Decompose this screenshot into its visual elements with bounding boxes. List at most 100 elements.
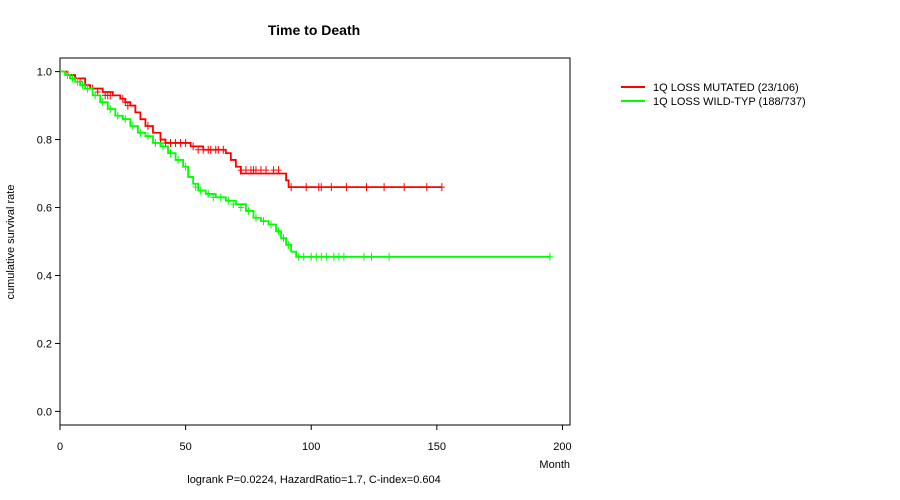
censor-mark [122,98,129,107]
censor-mark [192,183,199,192]
censor-mark [190,142,197,151]
censor-mark [215,145,222,154]
censor-mark [129,121,136,130]
censor-mark [84,84,91,93]
censor-mark [318,183,325,192]
censor-mark [182,162,189,171]
y-tick-label: 0.6 [37,203,52,215]
plot-frame [59,57,571,426]
x-axis-label: Month [539,459,570,471]
censor-mark [167,149,174,158]
censor-mark [237,203,244,212]
censor-mark [242,166,249,175]
censor-mark [245,206,252,215]
censor-mark [252,213,259,222]
stats-footnote: logrank P=0.0224, HazardRatio=1.7, C-ind… [187,474,440,486]
censor-mark [210,193,217,202]
y-tick-label: 0.8 [37,135,52,147]
y-tick-label: 0.4 [37,270,52,282]
censor-mark [343,183,350,192]
x-tick-label: 150 [428,441,446,453]
censor-mark [137,128,144,137]
censor-mark [381,183,388,192]
censor-mark [177,138,184,147]
censor-mark [546,252,553,261]
series-1 [60,70,553,261]
censor-mark [99,98,106,107]
censor-mark [268,220,275,229]
censor-mark [122,115,129,124]
censor-mark [328,183,335,192]
censor-mark [152,138,159,147]
censor-mark [330,252,337,261]
censor-mark [275,227,282,236]
x-tick-label: 100 [302,441,320,453]
censor-mark [260,217,267,226]
x-tick-label: 0 [57,441,63,453]
censor-mark [167,138,174,147]
x-axis: 0 50 100 150 200 [57,425,572,453]
censor-mark [119,94,126,103]
censor-mark [195,145,202,154]
censor-mark [160,142,167,151]
censor-mark [207,145,214,154]
y-tick-label: 0.2 [37,338,52,350]
censor-mark [79,81,86,90]
censor-mark [313,252,320,261]
censor-mark [308,252,315,261]
censor-mark [285,240,292,249]
censor-mark [360,252,367,261]
censor-mark [335,252,342,261]
censor-mark [220,145,227,154]
censor-mark [252,166,259,175]
censor-mark [200,145,207,154]
censor-mark [280,234,287,243]
censor-mark [401,183,408,192]
censor-mark [303,183,310,192]
censor-mark [107,91,114,100]
censor-mark [175,155,182,164]
censor-mark [74,77,81,86]
censor-mark [275,166,282,175]
censor-mark [114,111,121,120]
censor-mark [288,183,295,192]
legend: 1Q LOSS MUTATED (23/106) 1Q LOSS WILD-TY… [621,82,806,108]
x-tick-label: 50 [179,441,191,453]
censor-mark [182,138,189,147]
censor-mark [197,186,204,195]
censor-mark [225,196,232,205]
censor-mark [368,252,375,261]
censor-mark [263,166,270,175]
censor-mark [340,252,347,261]
censor-mark [217,193,224,202]
censor-mark [92,91,99,100]
series-0 [60,70,445,192]
censor-mark [300,252,307,261]
y-tick-label: 1.0 [37,67,52,79]
censor-mark [386,252,393,261]
censor-mark [205,189,212,198]
censor-mark [318,252,325,261]
censor-mark [363,183,370,192]
censor-mark [124,101,131,110]
legend-label-mutated: 1Q LOSS MUTATED (23/106) [653,82,799,94]
censor-mark [144,121,151,130]
survival-curve-1 [60,70,550,258]
censor-mark [257,166,264,175]
censor-mark [64,70,71,79]
censor-mark [438,183,445,192]
censor-mark [230,200,237,209]
censor-mark [295,252,302,261]
x-tick-label: 200 [553,441,571,453]
chart-title: Time to Death [268,22,360,38]
censor-mark [107,104,114,113]
censor-mark [172,138,179,147]
y-tick-label: 0.0 [37,406,52,418]
censor-mark [423,183,430,192]
censor-mark [144,132,151,141]
y-axis: 0.0 0.2 0.4 0.6 0.8 1.0 [37,67,60,418]
censor-mark [69,74,76,83]
censor-mark [323,252,330,261]
censor-mark [270,166,277,175]
